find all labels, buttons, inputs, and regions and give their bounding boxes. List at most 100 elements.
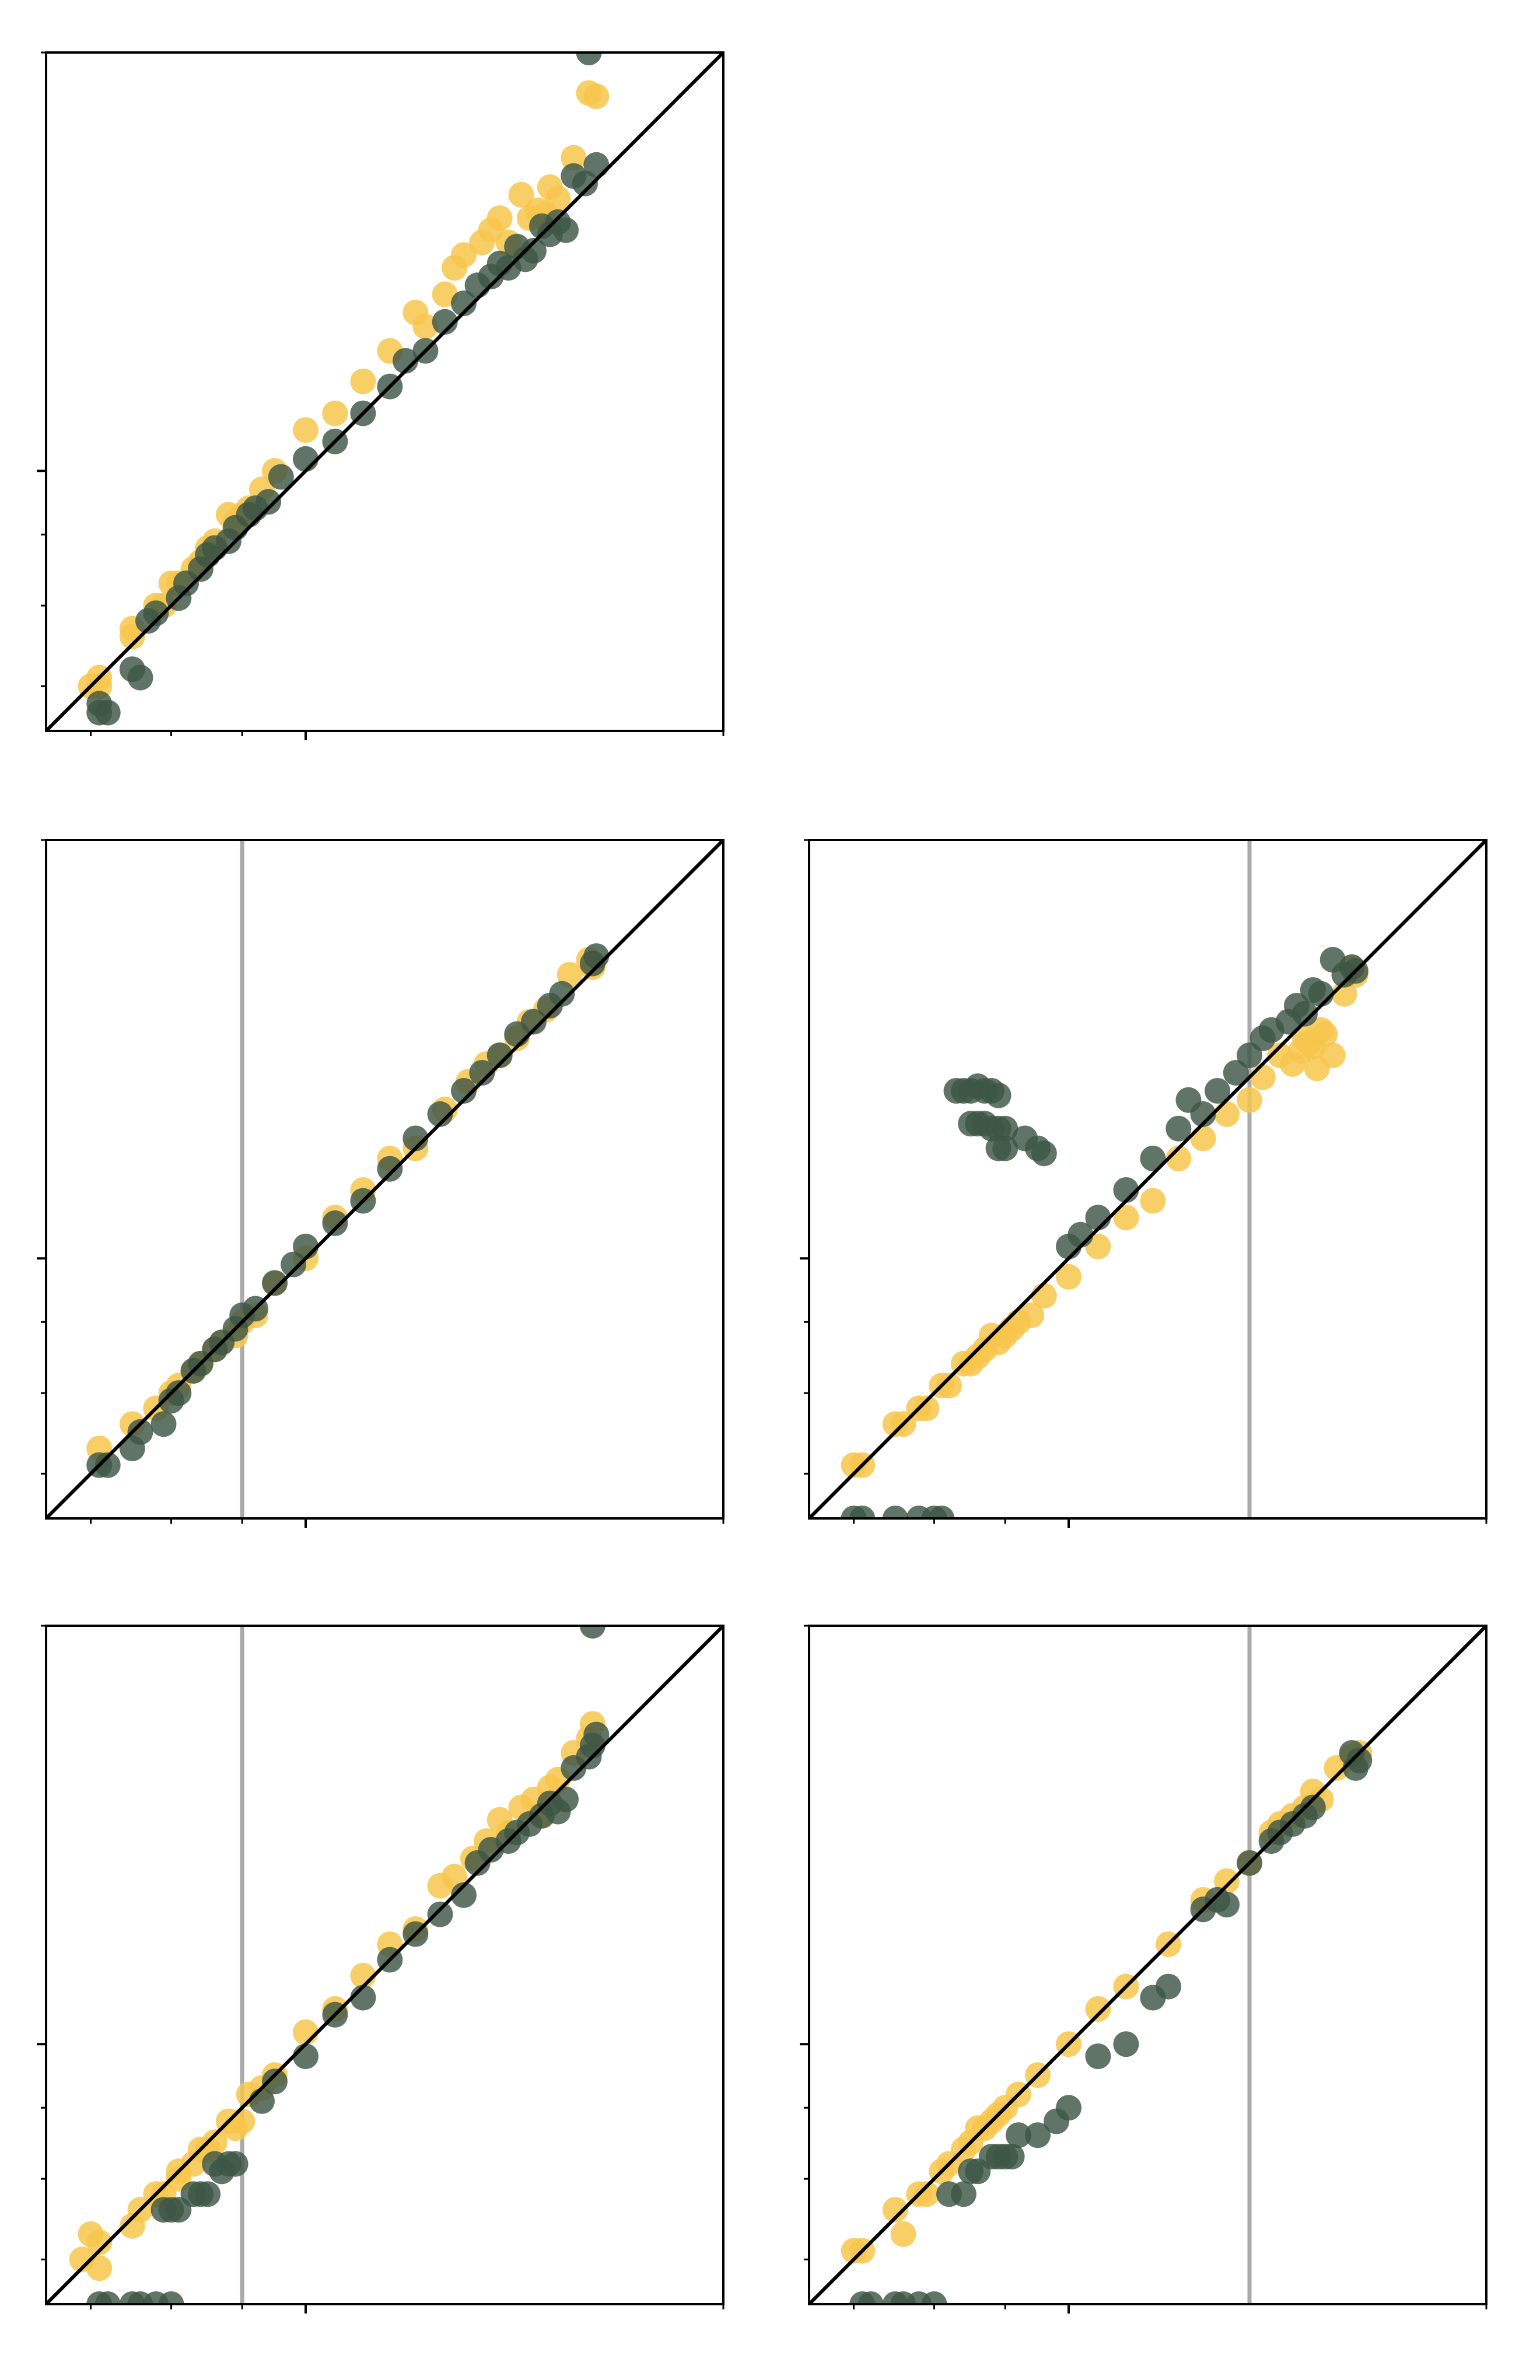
scatter-point: [882, 1506, 908, 1518]
axes-frame: [45, 839, 724, 1520]
scatter-point: [451, 1882, 477, 1908]
scatter-point: [1156, 1973, 1181, 2000]
scatter-point: [451, 1078, 477, 1104]
scatter-panel-middle-left: [37, 839, 724, 1528]
scatter-point: [583, 83, 610, 110]
scatter-point: [936, 1373, 962, 1399]
scatter-point: [487, 1042, 513, 1069]
scatter-point: [256, 489, 282, 515]
scatter-point: [1237, 1087, 1262, 1113]
scatter-point: [929, 1506, 955, 1518]
axis-ticks: [800, 1625, 1488, 2314]
plot-area: [46, 1626, 723, 2304]
scatter-point: [293, 446, 318, 472]
axis-ticks: [37, 1625, 724, 2314]
scatter-point: [293, 1233, 318, 1259]
scatter-panel-top-left: [37, 51, 724, 740]
scatter-point: [1140, 1146, 1166, 1171]
scatter-point: [412, 313, 439, 340]
scatter-point: [520, 237, 547, 264]
scatter-point: [1214, 1892, 1240, 1918]
scatter-point: [1223, 1060, 1249, 1086]
scatter-point: [229, 2108, 256, 2134]
scatter-point: [914, 2181, 940, 2207]
series-1: [86, 1626, 610, 2304]
series-0: [69, 1711, 606, 2281]
scatter-point: [549, 981, 575, 1007]
axes-frame: [45, 1625, 724, 2305]
scatter-point: [583, 1721, 610, 1748]
scatter-point: [999, 2144, 1025, 2169]
scatter-point: [393, 348, 418, 374]
axis-ticks: [37, 839, 724, 1528]
scatter-panel-bottom-left: [37, 1625, 724, 2314]
scatter-point: [553, 1786, 579, 1812]
scatter-point: [992, 1135, 1019, 1161]
scatter-point: [1304, 1055, 1330, 1082]
scatter-point: [1025, 2122, 1051, 2148]
scatter-point: [293, 2043, 318, 2070]
scatter-point: [158, 2291, 184, 2304]
scatter-point: [1292, 1000, 1318, 1027]
scatter-point: [572, 170, 598, 197]
scatter-point: [432, 309, 458, 335]
plot-area: [809, 840, 1486, 1518]
scatter-point: [520, 1009, 547, 1035]
scatter-point: [94, 1452, 121, 1478]
scatter-point: [1031, 1283, 1057, 1309]
scatter-point: [86, 691, 113, 717]
series-1: [849, 1740, 1373, 2304]
identity-line: [46, 1626, 723, 2304]
scatter-point: [950, 2181, 977, 2207]
scatter-point: [545, 186, 571, 212]
scatter-point: [150, 1411, 177, 1437]
scatter-point: [427, 1901, 453, 1927]
scatter-point: [1085, 1996, 1111, 2022]
scatter-point: [1166, 1115, 1192, 1142]
scatter-point: [1300, 1794, 1326, 1821]
axis-ticks: [800, 839, 1488, 1528]
scatter-point: [583, 152, 610, 178]
scatter-point: [262, 1270, 288, 1296]
scatter-point: [1056, 2095, 1082, 2121]
scatter-point: [94, 2291, 121, 2304]
plot-area: [46, 52, 723, 731]
scatter-point: [166, 1380, 192, 1406]
scatter-point: [451, 242, 477, 268]
scatter-point: [561, 145, 587, 171]
scatter-point: [1140, 1188, 1166, 1214]
scatter-point: [508, 181, 534, 208]
scatter-point: [127, 1419, 153, 1445]
scatter-point: [293, 2019, 318, 2045]
scatter-point: [1190, 1125, 1216, 1152]
scatter-point: [268, 464, 294, 490]
scatter-point: [1308, 981, 1334, 1007]
scatter-point: [1346, 1747, 1373, 1773]
scatter-point: [921, 2291, 947, 2304]
axes-frame: [45, 51, 724, 732]
scatter-point: [849, 1506, 876, 1518]
scatter-point: [858, 2291, 884, 2304]
scatter-point: [1166, 1146, 1192, 1171]
scatter-point: [262, 2068, 288, 2095]
axes-frame: [808, 1625, 1488, 2305]
scatter-point: [469, 1060, 495, 1086]
scatter-point: [1056, 1264, 1082, 1290]
scatter-point: [1214, 1101, 1240, 1127]
scatter-point: [1113, 1205, 1139, 1231]
scatter-point: [143, 600, 169, 626]
scatter-panel-bottom-right: [800, 1625, 1488, 2314]
plot-area: [809, 1626, 1486, 2304]
scatter-point: [890, 2221, 916, 2247]
axis-ticks: [37, 51, 724, 740]
scatter-point: [992, 1115, 1019, 1142]
scatter-point: [882, 2197, 908, 2223]
scatter-point: [1296, 1030, 1322, 1056]
scatter-point: [322, 400, 348, 426]
scatter-point: [86, 2230, 113, 2256]
scatter-point: [451, 290, 477, 316]
scatter-point: [202, 2129, 228, 2155]
scatter-point: [281, 1251, 307, 1278]
scatter-point: [576, 52, 602, 65]
